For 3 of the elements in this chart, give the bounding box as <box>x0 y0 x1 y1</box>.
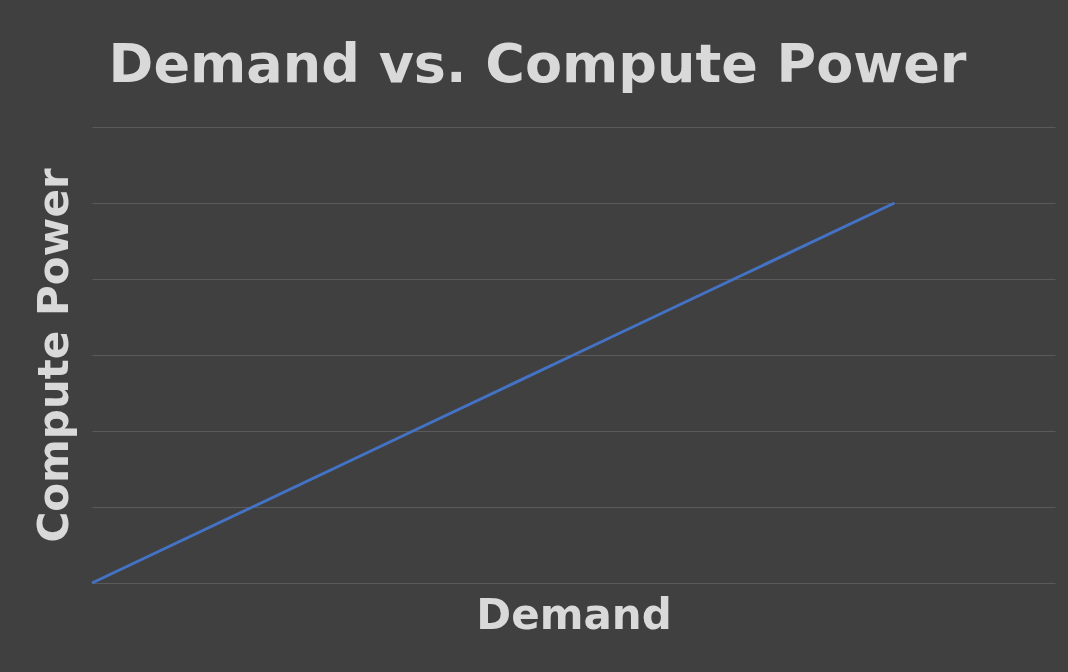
x-axis-title: Demand <box>476 589 672 639</box>
y-axis-title: Compute Power <box>28 168 78 543</box>
chart-title: Demand vs. Compute Power <box>108 32 967 95</box>
